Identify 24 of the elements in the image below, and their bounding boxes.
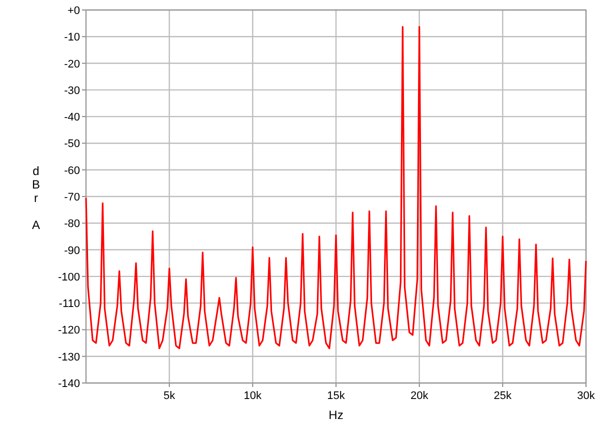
y-tick-label: -40 [64, 112, 80, 124]
x-tick-label: 30k [577, 390, 596, 402]
y-tick-label: -110 [58, 298, 80, 310]
line-series [85, 26, 587, 350]
x-axis-title: Hz [328, 408, 344, 422]
x-tick-label: 20k [410, 390, 429, 402]
y-tick-label: +0 [67, 5, 80, 17]
y-tick-label: -60 [64, 164, 80, 177]
y-tick-label: -140 [58, 378, 80, 390]
y-tick-label: -10 [64, 32, 80, 44]
y-tick-label: -90 [64, 244, 80, 257]
y-axis-title: dBr A [32, 164, 40, 232]
y-tick-label: -120 [58, 324, 80, 337]
y-tick-label: -50 [64, 138, 80, 150]
x-tick-label: 25k [494, 390, 512, 402]
y-tick-label: -70 [64, 192, 80, 204]
y-tick-label: -80 [64, 218, 80, 230]
x-tick-label: 10k [244, 390, 262, 402]
y-tick-label: -30 [64, 84, 80, 97]
y-tick-label: -100 [58, 271, 80, 284]
y-tick-label: -20 [64, 58, 80, 70]
x-tick-label: 15k [327, 390, 346, 402]
y-tick-label: -130 [58, 351, 80, 364]
x-tick-label: 5k [164, 390, 176, 402]
